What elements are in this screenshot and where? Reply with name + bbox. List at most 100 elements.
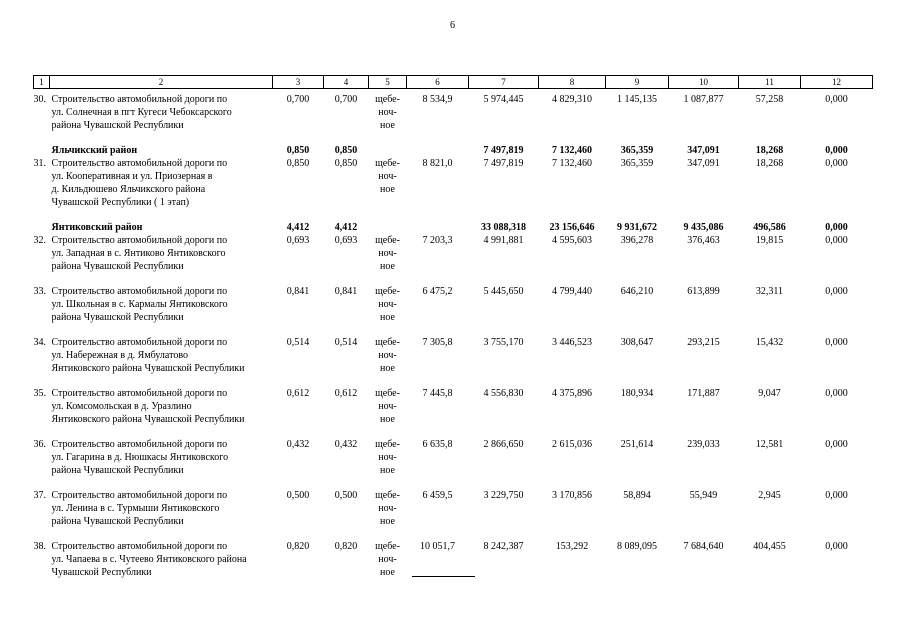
value-cell-c5: щебе- ноч- ное	[375, 541, 400, 578]
row-number-cell	[34, 221, 50, 234]
value-cell-c8: 7 132,460	[552, 158, 592, 169]
value-cell-c6: 7 203,3	[422, 235, 453, 246]
column-number-header: 8	[538, 75, 606, 89]
road-item-row: 34. Строительство автомобильной дороги по…	[34, 336, 873, 387]
object-name-cell: Строительство автомобильной дороги по ул…	[51, 158, 228, 208]
value-cell-c4: 0,612	[334, 388, 358, 399]
row-number-cell: 34.	[33, 337, 47, 348]
value-cell-c11: 15,432	[755, 337, 784, 348]
value-cell-c12: 0,000	[825, 337, 848, 348]
value-cell-c4: 0,693	[334, 235, 358, 246]
object-name-cell: Строительство автомобильной дороги по ул…	[51, 286, 228, 323]
district-summary-row: Яльчикский район 0,850 0,850 7 497,819 7 132…	[34, 144, 873, 157]
value-cell-c4: 0,700	[334, 94, 358, 105]
value-cell-c3: 0,850	[286, 145, 310, 156]
road-item-row: 35. Строительство автомобильной дороги по…	[34, 387, 873, 438]
row-number-cell	[34, 144, 50, 157]
value-cell-c7: 8 242,387	[483, 541, 524, 552]
value-cell-c11: 19,815	[755, 235, 784, 246]
column-number-header: 2	[49, 75, 273, 89]
value-cell-c3: 0,841	[286, 286, 310, 297]
value-cell-c12: 0,000	[825, 490, 848, 501]
table-header: 1 2 3 4 5 6 7 8 9 10 11 12	[33, 75, 873, 89]
value-cell-c12: 0,000	[825, 222, 848, 233]
value-cell-c12: 0,000	[825, 158, 848, 169]
value-cell-c4: 0,432	[334, 439, 358, 450]
road-item-row: 38. Строительство автомобильной дороги по…	[34, 540, 873, 591]
value-cell-c10: 9 435,086	[683, 222, 724, 233]
value-cell-c7: 5 974,445	[483, 94, 524, 105]
value-cell-c11: 12,581	[755, 439, 784, 450]
value-cell-c8: 2 615,036	[552, 439, 592, 450]
column-number-header: 1	[33, 75, 50, 89]
value-cell-c6: 7 445,8	[422, 388, 453, 399]
object-name-cell: Строительство автомобильной дороги по ул…	[51, 388, 245, 425]
footnote-separator	[412, 576, 475, 577]
value-cell-c8: 4 799,440	[552, 286, 592, 297]
value-cell-c5: щебе- ноч- ное	[375, 286, 400, 323]
value-cell-c5: щебе- ноч- ное	[375, 439, 400, 476]
value-cell-c7: 5 445,650	[483, 286, 524, 297]
value-cell-c7: 7 497,819	[483, 158, 524, 169]
value-cell-c4: 4,412	[334, 222, 358, 233]
value-cell-c7: 7 497,819	[483, 145, 524, 156]
value-cell-c3: 0,820	[286, 541, 310, 552]
value-cell-c9: 180,934	[620, 388, 654, 399]
value-cell-c9: 8 089,095	[617, 541, 657, 552]
value-cell-c8: 4 595,603	[552, 235, 592, 246]
value-cell-c5	[369, 144, 407, 157]
value-cell-c6: 6 635,8	[422, 439, 453, 450]
value-cell-c7: 4 991,881	[483, 235, 524, 246]
value-cell-c6: 7 305,8	[422, 337, 453, 348]
value-cell-c11: 404,455	[753, 541, 786, 552]
value-cell-c12: 0,000	[825, 235, 848, 246]
row-number-cell: 31.	[33, 158, 47, 169]
row-number-cell: 30.	[33, 94, 47, 105]
column-number-header: 4	[323, 75, 369, 89]
value-cell-c5: щебе- ноч- ное	[375, 94, 400, 131]
value-cell-c4: 0,514	[334, 337, 358, 348]
value-cell-c4: 0,850	[334, 145, 358, 156]
column-number-header: 12	[800, 75, 873, 89]
value-cell-c11: 2,945	[758, 490, 781, 501]
table-body: 30. Строительство автомобильной дороги по…	[34, 89, 873, 592]
row-number-cell: 32.	[33, 235, 47, 246]
value-cell-c10: 1 087,877	[683, 94, 724, 105]
value-cell-c9: 9 931,672	[617, 222, 657, 233]
value-cell-c7: 3 755,170	[483, 337, 524, 348]
value-cell-c12: 0,000	[825, 94, 848, 105]
value-cell-c3: 0,850	[286, 158, 310, 169]
value-cell-c7: 4 556,830	[483, 388, 524, 399]
value-cell-c5: щебе- ноч- ное	[375, 235, 400, 272]
value-cell-c10: 293,215	[687, 337, 720, 348]
value-cell-c6: 8 534,9	[422, 94, 453, 105]
value-cell-c10: 239,033	[687, 439, 720, 450]
value-cell-c12: 0,000	[825, 439, 848, 450]
value-cell-c5: щебе- ноч- ное	[375, 337, 400, 374]
value-cell-c6: 6 475,2	[422, 286, 453, 297]
object-name-cell: Янтиковский район	[51, 222, 143, 233]
value-cell-c8: 3 170,856	[552, 490, 592, 501]
road-construction-table: 1 2 3 4 5 6 7 8 9 10 11 12 30. Строительство автомоб…	[33, 75, 873, 591]
value-cell-c10: 613,899	[687, 286, 720, 297]
column-number-header: 9	[605, 75, 669, 89]
value-cell-c4: 0,841	[334, 286, 358, 297]
road-item-row: 32. Строительство автомобильной дороги по…	[34, 234, 873, 285]
value-cell-c9: 396,278	[620, 235, 654, 246]
value-cell-c9: 308,647	[620, 337, 654, 348]
road-item-row: 37. Строительство автомобильной дороги по…	[34, 489, 873, 540]
row-number-cell: 36.	[33, 439, 47, 450]
value-cell-c7: 3 229,750	[483, 490, 524, 501]
value-cell-c4: 0,500	[334, 490, 358, 501]
value-cell-c12: 0,000	[825, 541, 848, 552]
value-cell-c9: 646,210	[620, 286, 654, 297]
value-cell-c6: 10 051,7	[420, 541, 455, 552]
row-number-cell: 38.	[33, 541, 47, 552]
value-cell-c6	[407, 144, 469, 157]
object-name-cell: Строительство автомобильной дороги по ул…	[51, 337, 245, 374]
road-item-row: 30. Строительство автомобильной дороги по…	[34, 89, 873, 145]
column-number-header: 6	[406, 75, 469, 89]
value-cell-c12: 0,000	[825, 145, 848, 156]
object-name-cell: Строительство автомобильной дороги по ул…	[51, 94, 232, 131]
